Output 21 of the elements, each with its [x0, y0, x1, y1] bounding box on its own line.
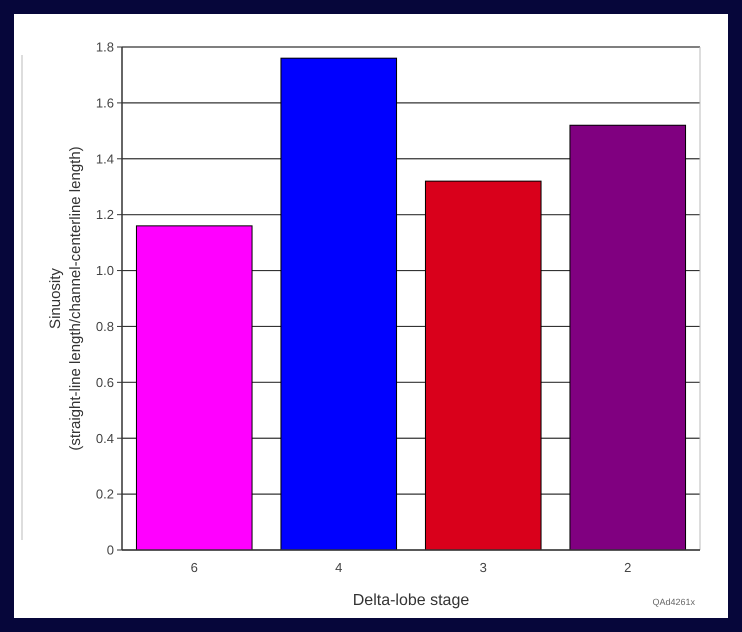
- x-tick-label: 6: [190, 560, 198, 575]
- y-tick-label: 0: [106, 542, 114, 558]
- y-tick-label: 0.6: [96, 374, 114, 390]
- x-tick-label: 3: [480, 560, 487, 575]
- y-tick-label: 1.2: [96, 207, 114, 222]
- y-tick-label: 0.8: [96, 318, 114, 334]
- text: QAd4261x: [652, 597, 696, 607]
- bar: [280, 58, 398, 550]
- y-tick-label: 1.0: [96, 263, 114, 278]
- x-tick-label: 4: [335, 560, 342, 575]
- x-axis-title: Delta-lobe stage: [352, 592, 470, 609]
- y-tick-label: 1.6: [96, 95, 114, 110]
- bar: [569, 124, 686, 550]
- y-tick-label: 0.2: [96, 486, 114, 502]
- bar: [424, 180, 542, 550]
- y-tick-label: 1.4: [96, 151, 114, 166]
- x-tick-label: 2: [624, 560, 632, 575]
- bar: [136, 225, 253, 550]
- y-tick-label: 1.8: [96, 40, 114, 55]
- y-tick-label: 0.4: [96, 430, 114, 446]
- y-axis-title: Sinuosity (straight-line length/channel-centerline length): [47, 146, 84, 451]
